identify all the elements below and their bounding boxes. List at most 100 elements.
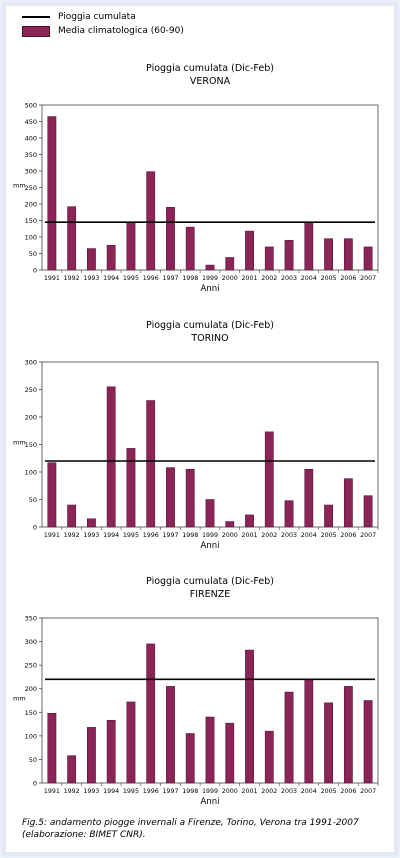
bar-2002 (264, 431, 274, 528)
bar-1992 (67, 504, 77, 528)
bar-1994 (106, 720, 116, 784)
legend: Pioggia cumulata Media climatologica (60… (22, 10, 184, 38)
bar-2000 (225, 722, 235, 784)
bar-1995 (126, 221, 136, 271)
figure-caption: Fig.5: andamento piogge invernali a Fire… (22, 817, 382, 841)
bar-2001 (245, 230, 254, 271)
y-tick-label: 350 (25, 615, 37, 623)
chart-verona: Pioggia cumulata (Dic-Feb) VERONA 0 50 100 15… (13, 63, 379, 294)
x-tick-label: 1999 (202, 532, 218, 539)
bar-1996 (146, 171, 156, 271)
x-tick-label: 1995 (123, 788, 139, 795)
caption-line-2: (elaborazione: BIMET CNR). (22, 830, 146, 840)
x-tick-label: 1991 (44, 275, 60, 282)
y-tick-label: 300 (25, 638, 37, 646)
y-tick-label: 50 (29, 250, 37, 258)
x-tick-label: 1998 (182, 532, 198, 539)
x-tick-label: 1996 (143, 532, 159, 539)
legend-line-label: Pioggia cumulata (58, 12, 136, 22)
bar-2005 (324, 504, 333, 528)
bar-1994 (106, 386, 116, 528)
x-tick-label: 2002 (261, 532, 277, 539)
x-tick-label: 2003 (281, 532, 297, 539)
y-axis-label: mm (13, 439, 26, 447)
y-tick-label: 200 (25, 685, 37, 693)
x-tick-label: 1996 (143, 275, 159, 282)
bar-1996 (146, 643, 156, 784)
bar-2003 (284, 240, 294, 271)
x-tick-label: 2002 (261, 275, 277, 282)
bar-1999 (205, 264, 215, 271)
x-tick-label: 2001 (242, 532, 258, 539)
x-tick-label: 2001 (242, 788, 258, 795)
legend-line-swatch (22, 16, 50, 18)
bar-2002 (264, 246, 274, 271)
y-tick-label: 250 (25, 662, 37, 670)
bar-2004 (304, 469, 314, 528)
x-tick-label: 1993 (83, 532, 99, 539)
x-tick-label: 1991 (44, 788, 60, 795)
x-tick-label: 1994 (103, 532, 119, 539)
legend-bar-label: Media climatologica (60-90) (58, 26, 184, 36)
bar-2007 (363, 246, 373, 271)
x-tick-label: 1997 (162, 275, 178, 282)
x-tick-label: 2006 (340, 275, 356, 282)
y-tick-label: 100 (25, 469, 37, 477)
y-tick-label: 200 (25, 201, 37, 209)
bar-1997 (166, 207, 175, 271)
bar-1998 (185, 733, 195, 784)
x-tick-label: 2004 (301, 275, 317, 282)
x-tick-label: 2005 (321, 532, 337, 539)
bar-1998 (185, 469, 195, 528)
x-tick-label: 2004 (301, 532, 317, 539)
x-axis-label: Anni (201, 797, 220, 807)
chart-torino: Pioggia cumulata (Dic-Feb) TORINO 0 50 100 15… (13, 320, 379, 551)
x-tick-label: 2002 (261, 788, 277, 795)
x-tick-label: 1995 (123, 532, 139, 539)
chart-firenze: Pioggia cumulata (Dic-Feb) FIRENZE 0 50 100 1… (13, 576, 379, 807)
x-tick-label: 2001 (242, 275, 258, 282)
bar-1997 (166, 467, 175, 528)
y-tick-label: 150 (25, 709, 37, 717)
x-tick-label: 1998 (182, 788, 198, 795)
bar-1993 (87, 727, 96, 784)
y-tick-label: 500 (25, 102, 37, 110)
bar-2003 (284, 691, 294, 784)
bar-2006 (343, 238, 353, 271)
x-axis-label: Anni (201, 541, 220, 551)
chart-title: Pioggia cumulata (Dic-Feb) (146, 63, 274, 74)
bar-2003 (284, 500, 294, 528)
y-tick-label: 350 (25, 151, 37, 159)
y-tick-label: 150 (25, 441, 37, 449)
y-tick-label: 450 (25, 118, 37, 126)
y-tick-label: 200 (25, 414, 37, 422)
x-tick-label: 2000 (222, 275, 238, 282)
x-tick-label: 1993 (83, 788, 99, 795)
x-tick-label: 2000 (222, 788, 238, 795)
y-tick-label: 100 (25, 732, 37, 740)
bar-2002 (264, 730, 274, 784)
y-tick-label: 0 (33, 267, 37, 275)
y-tick-label: 150 (25, 217, 37, 225)
x-tick-label: 1995 (123, 275, 139, 282)
bar-1995 (126, 448, 136, 528)
bar-2000 (225, 257, 235, 271)
bar-1997 (166, 686, 175, 784)
bar-1996 (146, 400, 156, 528)
x-axis-label: Anni (201, 284, 220, 294)
bar-1993 (87, 518, 96, 528)
y-tick-label: 50 (29, 496, 37, 504)
chart-subtitle: TORINO (190, 333, 228, 344)
y-tick-label: 50 (29, 756, 37, 764)
bar-2004 (304, 679, 314, 784)
bar-1998 (185, 226, 195, 271)
bar-2006 (343, 478, 353, 528)
bar-2006 (343, 686, 353, 784)
bar-2001 (245, 649, 254, 784)
x-tick-label: 2007 (360, 788, 376, 795)
x-tick-label: 2006 (340, 532, 356, 539)
chart-subtitle: VERONA (190, 76, 231, 87)
y-tick-label: 300 (25, 168, 37, 176)
bar-1995 (126, 701, 136, 784)
y-tick-label: 0 (33, 780, 37, 788)
